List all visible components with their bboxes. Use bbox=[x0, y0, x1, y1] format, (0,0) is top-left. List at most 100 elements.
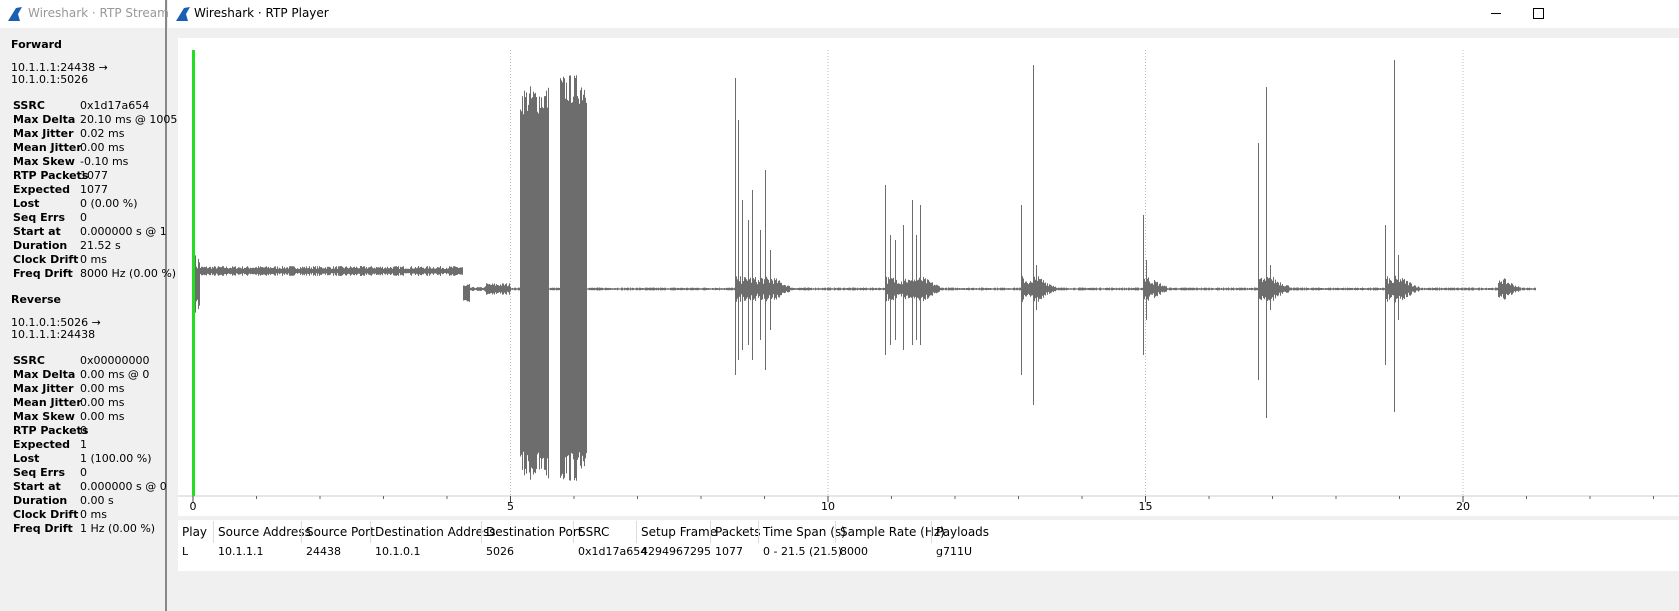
stat-value: 0.00 ms bbox=[80, 141, 125, 154]
left-title: Wireshark · RTP Stream Anal bbox=[28, 6, 200, 20]
stat-value: 0.00 ms bbox=[80, 396, 125, 409]
stat-label: Lost bbox=[13, 197, 40, 210]
stat-value: 0 ms bbox=[80, 508, 107, 521]
stat-label: Duration bbox=[13, 494, 68, 507]
stat-label: Max Jitter bbox=[13, 127, 74, 140]
app-icon bbox=[8, 7, 22, 21]
table-cell: 8000 bbox=[840, 545, 868, 558]
stat-label: Clock Drift bbox=[13, 253, 79, 266]
stat-label: RTP Packets bbox=[13, 424, 89, 437]
stat-value: 0 bbox=[80, 211, 87, 224]
stat-label: RTP Packets bbox=[13, 169, 89, 182]
table-cell: 24438 bbox=[306, 545, 341, 558]
playhead bbox=[192, 50, 195, 496]
column-header: Payloads bbox=[936, 525, 990, 539]
column-separator bbox=[370, 521, 371, 543]
column-header: Destination Address bbox=[375, 525, 496, 539]
section-title: Reverse bbox=[11, 293, 61, 306]
column-separator bbox=[636, 521, 637, 543]
section-title: Forward bbox=[11, 38, 62, 51]
stat-label: Lost bbox=[13, 452, 40, 465]
column-header: Source Port bbox=[306, 525, 375, 539]
stat-label: Freq Drift bbox=[13, 522, 73, 535]
column-header: Time Span (s) bbox=[763, 525, 846, 539]
column-separator bbox=[710, 521, 711, 543]
column-header: Sample Rate (Hz) bbox=[840, 525, 945, 539]
stat-value: 0.000000 s @ 1 bbox=[80, 225, 167, 238]
column-header: Source Address bbox=[218, 525, 311, 539]
stat-label: Max Delta bbox=[13, 368, 76, 381]
stat-label: Start at bbox=[13, 225, 61, 238]
stat-value: 21.52 s bbox=[80, 239, 121, 252]
stat-value: 0.00 ms bbox=[80, 382, 125, 395]
window-controls[interactable] bbox=[1488, 4, 1558, 24]
endpoint: 10.1.0.1:5026 bbox=[11, 73, 89, 86]
table-cell: 1077 bbox=[715, 545, 743, 558]
table-cell: L bbox=[182, 545, 189, 558]
column-separator bbox=[213, 521, 214, 543]
stat-label: Start at bbox=[13, 480, 61, 493]
stat-label: SSRC bbox=[13, 99, 45, 112]
stat-label: Max Skew bbox=[13, 410, 75, 423]
stat-value: 1077 bbox=[80, 183, 108, 196]
column-header: Play bbox=[182, 525, 208, 539]
column-header: Destination Port bbox=[486, 525, 583, 539]
stat-value: 0 (0.00 %) bbox=[80, 197, 138, 210]
x-tick-label: 0 bbox=[190, 500, 197, 513]
stat-label: Freq Drift bbox=[13, 267, 73, 280]
stat-label: Mean Jitter bbox=[13, 396, 82, 409]
table-cell: g711U bbox=[936, 545, 973, 558]
stat-value: 0.000000 s @ 0 bbox=[80, 480, 167, 493]
plot-background bbox=[178, 38, 1679, 516]
column-separator bbox=[931, 521, 932, 543]
stat-value: 1 (100.00 %) bbox=[80, 452, 152, 465]
stat-value: 1 Hz (0.00 %) bbox=[80, 522, 156, 535]
stat-label: Expected bbox=[13, 183, 71, 196]
stat-value: 1 bbox=[80, 438, 87, 451]
column-separator bbox=[758, 521, 759, 543]
table-cell: 10.1.1.1 bbox=[218, 545, 264, 558]
column-header: Setup Frame bbox=[641, 525, 718, 539]
table-cell: 5026 bbox=[486, 545, 514, 558]
column-separator bbox=[573, 521, 574, 543]
x-tick-label: 5 bbox=[507, 500, 514, 513]
endpoint: 10.1.1.1:24438 bbox=[11, 328, 96, 341]
column-header: SSRC bbox=[578, 525, 610, 539]
stat-value: 0 bbox=[80, 424, 87, 437]
column-separator bbox=[481, 521, 482, 543]
left-window bbox=[0, 0, 167, 611]
column-separator bbox=[835, 521, 836, 543]
stat-label: Duration bbox=[13, 239, 68, 252]
x-tick-label: 20 bbox=[1456, 500, 1470, 513]
stat-value: 0x1d17a654 bbox=[80, 99, 150, 112]
right-title: Wireshark · RTP Player bbox=[194, 6, 329, 20]
table-cell: 0 - 21.5 (21.5) bbox=[763, 545, 843, 558]
stat-label: Seq Errs bbox=[13, 211, 65, 224]
x-tick-label: 10 bbox=[821, 500, 835, 513]
column-header: Packets bbox=[715, 525, 761, 539]
endpoint: 10.1.0.1:5026 → bbox=[11, 316, 101, 329]
stat-value: -0.10 ms bbox=[80, 155, 129, 168]
x-tick-label: 15 bbox=[1139, 500, 1153, 513]
stat-label: Seq Errs bbox=[13, 466, 65, 479]
stat-label: Max Skew bbox=[13, 155, 75, 168]
left-titlebar bbox=[0, 0, 165, 28]
stat-label: Max Jitter bbox=[13, 382, 74, 395]
stat-value: 0x00000000 bbox=[80, 354, 150, 367]
table-cell: 10.1.0.1 bbox=[375, 545, 421, 558]
app-icon bbox=[176, 7, 190, 21]
waveform-plot: 0 5 10 15 20 bbox=[178, 38, 1679, 516]
stat-value: 0.00 s bbox=[80, 494, 114, 507]
stream-table bbox=[178, 520, 1679, 571]
stat-value: 8000 Hz (0.00 %) bbox=[80, 267, 177, 280]
stat-label: SSRC bbox=[13, 354, 45, 367]
right-titlebar bbox=[168, 0, 1679, 28]
stat-label: Mean Jitter bbox=[13, 141, 82, 154]
stat-label: Max Delta bbox=[13, 113, 76, 126]
stat-label: Expected bbox=[13, 438, 71, 451]
stat-value: 0.00 ms @ 0 bbox=[80, 368, 150, 381]
stat-value: 0 ms bbox=[80, 253, 107, 266]
stat-label: Clock Drift bbox=[13, 508, 79, 521]
stat-value: 1077 bbox=[80, 169, 108, 182]
